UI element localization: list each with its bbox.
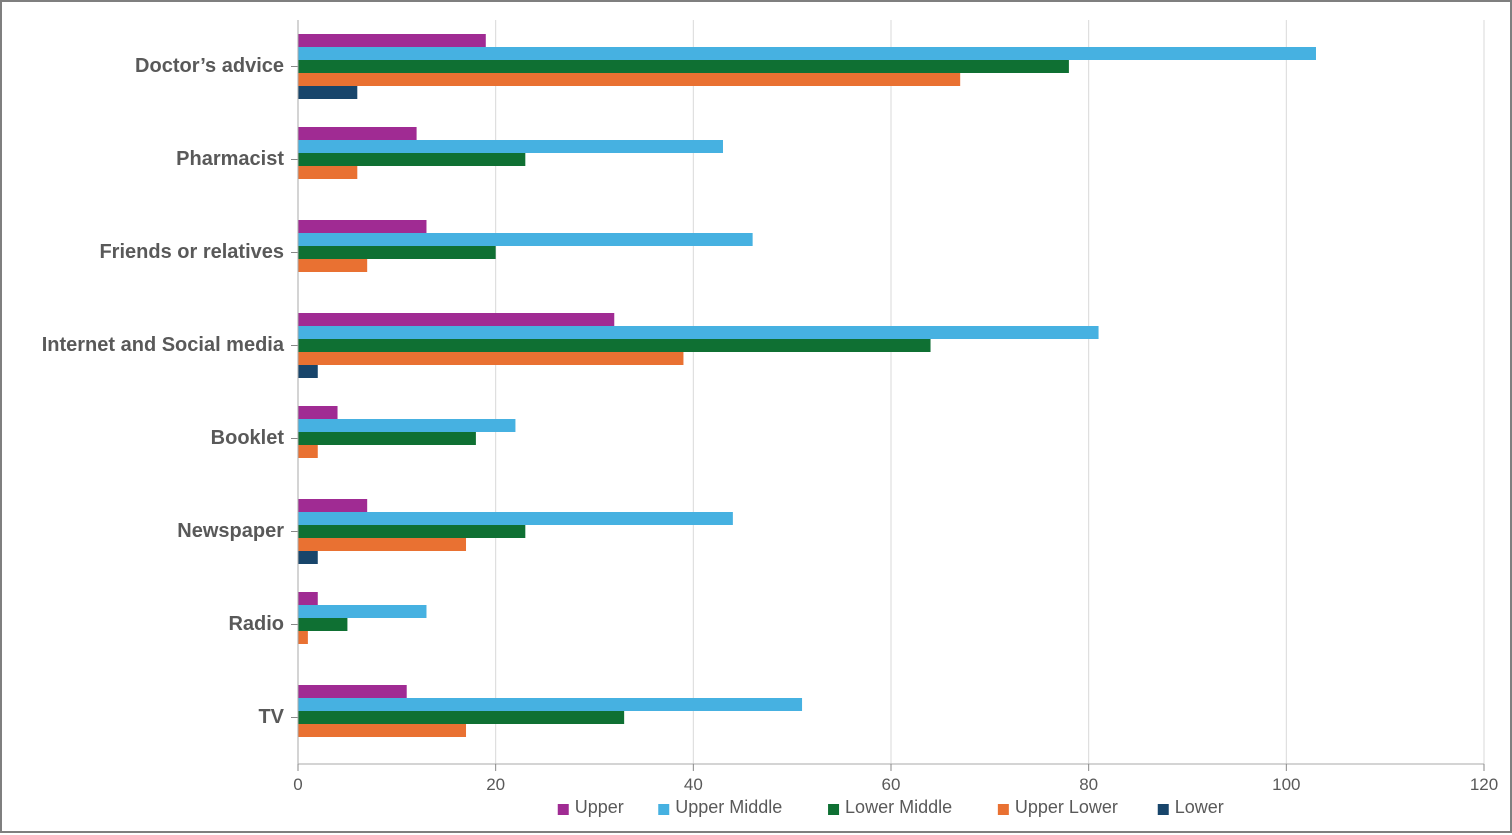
x-tick-label: 100 bbox=[1272, 775, 1300, 794]
bar bbox=[298, 259, 367, 272]
x-tick-label: 40 bbox=[684, 775, 703, 794]
bar bbox=[298, 47, 1316, 60]
bar bbox=[298, 724, 466, 737]
legend-swatch bbox=[558, 804, 569, 815]
x-tick-label: 80 bbox=[1079, 775, 1098, 794]
gridlines bbox=[298, 20, 1484, 764]
bar bbox=[298, 592, 318, 605]
bar bbox=[298, 326, 1099, 339]
category-label: Doctor’s advice bbox=[135, 55, 284, 77]
bars bbox=[298, 34, 1316, 737]
category-label: Radio bbox=[228, 613, 284, 635]
legend-label: Upper Lower bbox=[1015, 797, 1118, 817]
bar bbox=[298, 551, 318, 564]
chart-svg: 0 20 40 60 80 100 120 Doctor’s advice Pharmacist… bbox=[2, 2, 1512, 835]
category-label: Internet and Social media bbox=[42, 334, 285, 356]
category-label: TV bbox=[258, 706, 284, 728]
legend-swatch bbox=[998, 804, 1009, 815]
category-label: Booklet bbox=[211, 427, 285, 449]
legend-swatch bbox=[1158, 804, 1169, 815]
bar bbox=[298, 685, 407, 698]
bar bbox=[298, 127, 417, 140]
bar bbox=[298, 445, 318, 458]
bar bbox=[298, 246, 496, 259]
x-tick-label: 120 bbox=[1470, 775, 1498, 794]
bar bbox=[298, 140, 723, 153]
legend-label: Lower bbox=[1175, 797, 1224, 817]
category-label: Newspaper bbox=[177, 520, 284, 542]
bar bbox=[298, 233, 753, 246]
bar bbox=[298, 419, 515, 432]
bar bbox=[298, 432, 476, 445]
legend: Upper Upper Middle Lower Middle Upper Lower… bbox=[558, 797, 1224, 817]
bar bbox=[298, 512, 733, 525]
bar bbox=[298, 365, 318, 378]
bar bbox=[298, 220, 426, 233]
bar bbox=[298, 406, 338, 419]
bar bbox=[298, 60, 1069, 73]
bar bbox=[298, 86, 357, 99]
bar bbox=[298, 538, 466, 551]
bar bbox=[298, 525, 525, 538]
bar bbox=[298, 711, 624, 724]
legend-swatch bbox=[658, 804, 669, 815]
x-tick-label: 20 bbox=[486, 775, 505, 794]
bar bbox=[298, 153, 525, 166]
category-labels: Doctor’s advice Pharmacist Friends or rela… bbox=[42, 55, 285, 728]
bar bbox=[298, 618, 347, 631]
bar bbox=[298, 605, 426, 618]
bar bbox=[298, 698, 802, 711]
legend-label: Upper Middle bbox=[675, 797, 782, 817]
x-tick-label: 0 bbox=[293, 775, 302, 794]
category-label: Pharmacist bbox=[176, 148, 284, 170]
bar bbox=[298, 352, 683, 365]
legend-label: Lower Middle bbox=[845, 797, 952, 817]
category-label: Friends or relatives bbox=[99, 241, 284, 263]
legend-swatch bbox=[828, 804, 839, 815]
bar bbox=[298, 313, 614, 326]
x-tick-label: 60 bbox=[882, 775, 901, 794]
category-tick-marks bbox=[291, 67, 298, 718]
bar bbox=[298, 339, 931, 352]
bar bbox=[298, 34, 486, 47]
bar bbox=[298, 166, 357, 179]
x-axis-ticks: 0 20 40 60 80 100 120 bbox=[293, 764, 1498, 794]
bar bbox=[298, 499, 367, 512]
bar-chart: 0 20 40 60 80 100 120 Doctor’s advice Pharmacist… bbox=[0, 0, 1512, 833]
bar bbox=[298, 631, 308, 644]
bar bbox=[298, 73, 960, 86]
legend-label: Upper bbox=[575, 797, 624, 817]
